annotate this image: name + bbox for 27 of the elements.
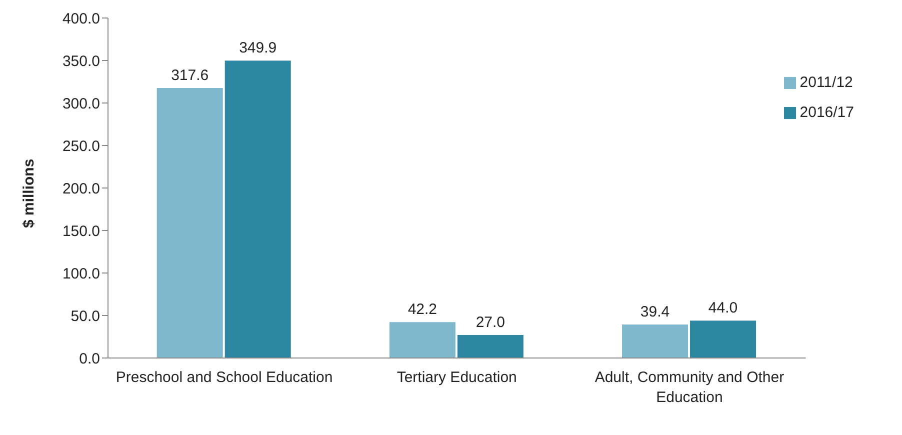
x-tick-label: Preschool and School Education [116, 369, 333, 386]
bar [622, 324, 688, 358]
y-tick-label: 50.0 [70, 308, 100, 325]
y-tick-label: 0.0 [79, 350, 100, 368]
data-label: 27.0 [476, 314, 506, 332]
y-tick-label: 200.0 [62, 180, 100, 198]
bar [457, 335, 524, 358]
bar [224, 60, 291, 358]
bar [690, 320, 756, 358]
data-label: 44.0 [708, 300, 738, 317]
y-tick-label: 400.0 [62, 10, 100, 28]
data-label: 317.6 [171, 67, 209, 84]
bar [389, 322, 456, 358]
y-tick-label: 350.0 [62, 52, 100, 70]
bar [156, 88, 223, 358]
x-tick-label: Tertiary Education [396, 369, 517, 386]
y-tick-label: 250.0 [62, 138, 100, 155]
y-tick-label: 100.0 [62, 265, 100, 282]
data-label: 349.9 [239, 40, 277, 57]
y-tick-label: 150.0 [62, 222, 100, 240]
y-axis-title: $ millions [20, 158, 38, 228]
data-label: 42.2 [408, 301, 438, 318]
x-tick-label: Adult, Community and Other Education [594, 369, 784, 406]
data-label: 39.4 [640, 304, 670, 321]
legend-label: 2011/12 [800, 74, 853, 91]
y-tick-label: 300.0 [62, 95, 100, 112]
legend-label: 2016/17 [800, 104, 854, 121]
